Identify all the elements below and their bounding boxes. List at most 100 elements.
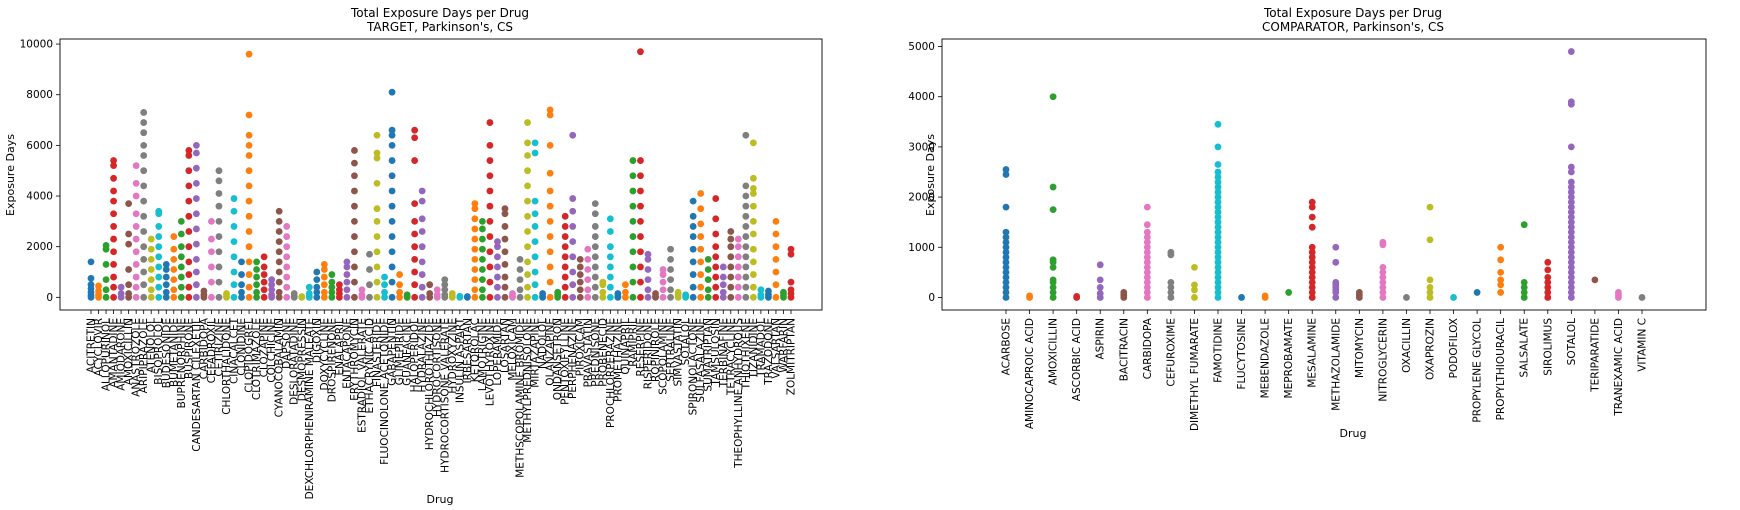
x-tick-label: CYANOCOBALAMIN xyxy=(274,318,286,417)
data-point xyxy=(546,233,554,240)
data-point xyxy=(155,233,163,240)
x-tick-label: MEPROBAMATE xyxy=(1283,318,1295,398)
target-plot-area: 0 2000 4000 6000 8000 10000 ACITRETINACYCLOVIR… xyxy=(20,38,823,499)
data-point xyxy=(253,258,260,266)
data-point xyxy=(712,230,720,238)
y-tick-label: 3000 xyxy=(908,141,935,153)
data-point xyxy=(215,293,223,301)
data-point xyxy=(185,212,193,220)
data-point xyxy=(531,253,539,261)
data-point xyxy=(1002,268,1010,276)
x-tick-label: ENTACAPONE xyxy=(341,318,353,389)
data-point xyxy=(471,215,479,223)
data-point xyxy=(1002,238,1010,246)
data-point xyxy=(102,242,110,249)
x-tick-label: MELOXICAM xyxy=(507,318,519,381)
data-point xyxy=(1567,273,1575,281)
data-point xyxy=(742,233,750,240)
data-point xyxy=(629,157,637,164)
data-point xyxy=(697,293,705,301)
data-point xyxy=(1143,263,1151,271)
data-point xyxy=(471,245,479,253)
data-point xyxy=(110,248,117,256)
data-point xyxy=(140,167,148,175)
data-point xyxy=(373,233,381,240)
data-point xyxy=(1308,289,1316,296)
data-point xyxy=(637,202,644,210)
data-point xyxy=(524,167,531,175)
data-point xyxy=(335,281,343,289)
x-tick-label: ASPIRIN xyxy=(1095,318,1107,360)
data-point xyxy=(388,141,396,149)
data-point xyxy=(87,274,95,282)
data-point xyxy=(185,293,193,301)
data-point xyxy=(719,273,727,281)
data-point xyxy=(704,276,712,284)
data-point xyxy=(757,286,765,294)
data-point xyxy=(1567,218,1575,226)
data-point xyxy=(1567,253,1575,261)
y-tick-label: 4000 xyxy=(908,91,935,103)
data-point xyxy=(1261,292,1269,300)
data-point xyxy=(396,281,404,289)
data-point xyxy=(1049,263,1057,271)
data-point xyxy=(1544,266,1552,274)
data-point xyxy=(155,293,163,301)
data-point xyxy=(712,263,720,271)
data-point xyxy=(177,283,185,291)
data-point xyxy=(155,273,163,281)
data-point xyxy=(1308,223,1316,231)
data-point xyxy=(1143,284,1151,291)
data-point xyxy=(230,253,238,261)
data-point xyxy=(1049,93,1057,101)
data-point xyxy=(215,278,223,286)
data-point xyxy=(1497,276,1505,284)
data-point xyxy=(1308,243,1316,251)
data-point xyxy=(373,131,381,139)
data-point xyxy=(366,250,373,258)
data-point xyxy=(1214,193,1222,201)
data-point xyxy=(629,202,637,210)
data-point xyxy=(1308,284,1316,291)
data-point xyxy=(1308,278,1316,286)
data-point xyxy=(1120,289,1128,296)
data-point xyxy=(1567,233,1575,241)
data-point xyxy=(381,281,388,289)
data-point xyxy=(742,263,750,271)
data-point xyxy=(215,233,223,240)
data-point xyxy=(1002,228,1010,236)
data-point xyxy=(177,273,185,281)
data-point xyxy=(1520,284,1528,291)
data-point xyxy=(569,207,577,215)
x-tick-label: SPIRONOLACTONE xyxy=(688,318,700,415)
data-point xyxy=(418,228,426,235)
data-point xyxy=(192,164,200,172)
data-point xyxy=(667,245,674,253)
data-point xyxy=(629,248,637,256)
x-tick-label: TAMSULOSIN xyxy=(710,318,722,387)
data-point xyxy=(622,281,629,289)
data-point xyxy=(275,248,283,256)
data-point xyxy=(516,286,524,294)
data-point xyxy=(742,283,750,291)
data-point xyxy=(576,263,584,271)
data-point xyxy=(712,253,720,261)
data-point xyxy=(155,253,163,261)
data-point xyxy=(591,200,599,208)
x-tick-label: PROPYLENE GLYCOL xyxy=(1472,318,1484,423)
data-point xyxy=(1002,203,1010,211)
data-point xyxy=(275,238,283,246)
data-point xyxy=(140,109,148,116)
data-point xyxy=(328,283,336,291)
data-point xyxy=(501,248,509,256)
data-point xyxy=(351,172,358,180)
data-point xyxy=(1191,263,1198,271)
data-point xyxy=(140,228,148,235)
x-tick-label: DEXCHLORPHENIRAMINE MALEATE xyxy=(304,318,316,499)
data-point xyxy=(727,263,735,271)
data-point xyxy=(1214,238,1222,246)
data-point xyxy=(125,266,133,273)
x-tick-label: ONDANSETRON xyxy=(552,318,564,400)
x-tick-label: FLUCYTOSINE xyxy=(1236,318,1248,390)
data-point xyxy=(1143,289,1151,296)
